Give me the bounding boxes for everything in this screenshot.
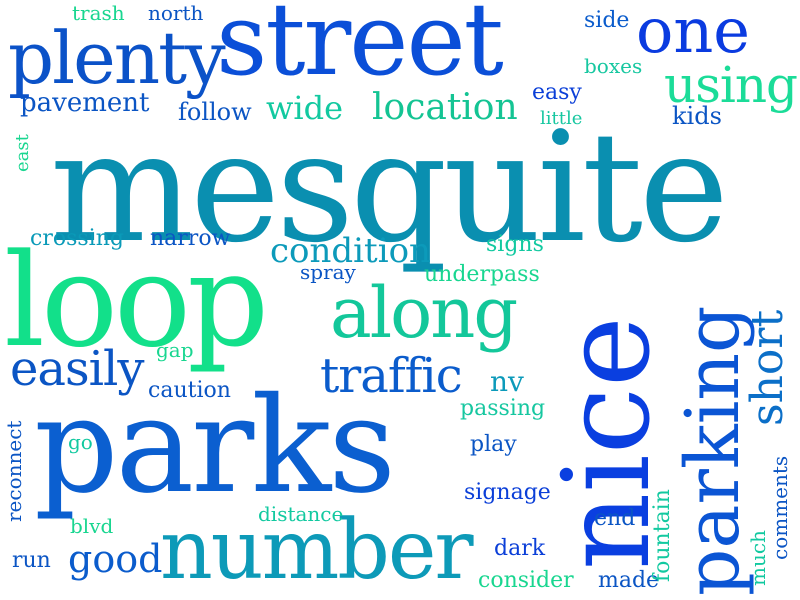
word-good: good <box>68 537 163 581</box>
word-end: end <box>594 506 636 531</box>
word-easily: easily <box>10 341 144 397</box>
word-signage: signage <box>464 480 551 505</box>
word-trash: trash <box>72 1 125 25</box>
word-run: run <box>12 548 51 573</box>
word-number: number <box>160 503 474 598</box>
word-east: east <box>12 134 33 172</box>
word-nv: nv <box>490 365 524 398</box>
word-crossing: crossing <box>30 226 124 251</box>
word-short: short <box>742 309 793 426</box>
word-boxes: boxes <box>584 54 643 78</box>
word-signs: signs <box>486 232 544 257</box>
word-condition: condition <box>270 231 431 271</box>
word-gap: gap <box>156 338 194 362</box>
word-mesquite: mesquite <box>50 99 729 276</box>
word-much: much <box>746 530 770 586</box>
word-little: little <box>540 108 583 129</box>
word-made: made <box>598 568 660 593</box>
word-side: side <box>584 8 630 33</box>
word-caution: caution <box>148 378 231 403</box>
word-spray: spray <box>300 260 356 284</box>
word-follow: follow <box>178 98 252 126</box>
word-location: location <box>372 87 518 128</box>
word-pavement: pavement <box>20 88 150 118</box>
word-kids: kids <box>672 102 722 130</box>
word-one: one <box>636 0 750 67</box>
word-dark: dark <box>494 536 546 561</box>
word-loop: loop <box>4 227 269 376</box>
word-parking: parking <box>670 305 756 596</box>
word-traffic: traffic <box>320 348 463 404</box>
word-using: using <box>664 56 798 114</box>
word-parks: parks <box>34 369 396 523</box>
word-narrow: narrow <box>150 226 231 251</box>
word-plenty: plenty <box>8 16 226 100</box>
word-passing: passing <box>460 396 546 421</box>
word-reconnect: reconnect <box>2 420 26 522</box>
word-easy: easy <box>532 80 582 105</box>
word-street: street <box>216 0 504 98</box>
word-consider: consider <box>478 568 574 593</box>
word-play: play <box>470 432 517 457</box>
word-comments: comments <box>768 455 792 560</box>
word-go: go <box>68 430 93 454</box>
word-along: along <box>330 272 518 354</box>
word-distance: distance <box>258 502 344 526</box>
word-wide: wide <box>266 89 344 127</box>
word-blvd: blvd <box>70 514 114 538</box>
word-north: north <box>148 1 204 25</box>
word-underpass: underpass <box>424 262 540 287</box>
word-fountain: fountain <box>650 489 675 582</box>
